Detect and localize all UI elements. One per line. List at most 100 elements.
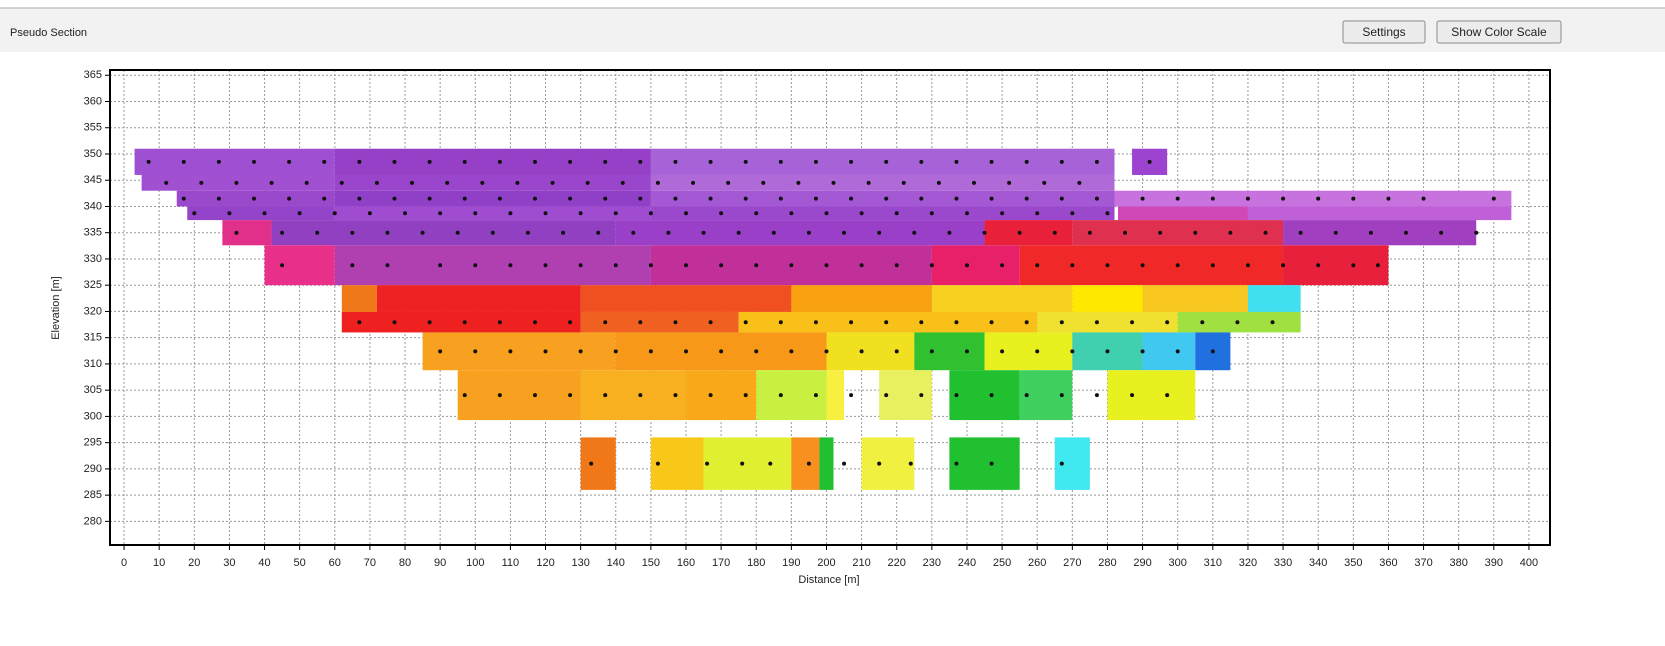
cell: [334, 148, 651, 175]
measure-point: [1094, 320, 1099, 325]
measure-point: [743, 159, 748, 164]
button-label[interactable]: Settings: [1362, 25, 1405, 39]
measure-point: [638, 320, 643, 325]
measure-point: [708, 393, 713, 398]
measure-point: [367, 211, 372, 216]
measure-point: [1105, 211, 1110, 216]
measure-point: [532, 393, 537, 398]
x-tick-label: 160: [677, 557, 695, 569]
button-label[interactable]: Show Color Scale: [1451, 25, 1547, 39]
measure-point: [813, 196, 818, 201]
measure-point: [1158, 230, 1163, 235]
measure-point: [1007, 180, 1012, 185]
x-tick-label: 210: [852, 557, 870, 569]
x-axis-label: Distance [m]: [798, 574, 859, 586]
x-tick-label: 70: [364, 557, 376, 569]
x-tick-label: 60: [329, 557, 341, 569]
measure-point: [192, 211, 197, 216]
cell: [264, 245, 335, 286]
measure-point: [638, 393, 643, 398]
cell: [984, 220, 1073, 246]
cell: [422, 332, 616, 371]
cell: [826, 332, 915, 371]
measure-point: [350, 230, 355, 235]
measure-point: [743, 393, 748, 398]
measure-point: [813, 159, 818, 164]
y-tick-label: 295: [84, 437, 102, 449]
x-tick-label: 310: [1204, 557, 1222, 569]
x-tick-label: 180: [747, 557, 765, 569]
measure-point: [1035, 263, 1040, 268]
measure-point: [455, 230, 460, 235]
y-tick-label: 340: [84, 200, 102, 212]
measure-point: [1210, 349, 1215, 354]
measure-point: [1316, 263, 1321, 268]
measure-point: [252, 159, 256, 164]
measure-point: [497, 159, 502, 164]
measure-point: [1474, 230, 1479, 235]
measure-point: [684, 349, 688, 354]
cell: [1107, 370, 1196, 421]
measure-point: [708, 159, 713, 164]
measure-point: [1105, 263, 1110, 268]
measure-point: [199, 180, 204, 185]
cell: [376, 285, 581, 312]
measure-point: [585, 180, 590, 185]
x-tick-label: 370: [1414, 557, 1432, 569]
measure-point: [972, 180, 976, 185]
y-tick-label: 300: [84, 410, 102, 422]
x-tick-label: 230: [923, 557, 941, 569]
y-tick-label: 355: [84, 122, 102, 134]
measure-point: [691, 180, 696, 185]
measure-point: [550, 180, 555, 185]
measure-point: [385, 230, 390, 235]
settings-button[interactable]: Settings: [1342, 20, 1426, 44]
color-scale-button[interactable]: Show Color Scale: [1436, 20, 1562, 44]
cell: [187, 206, 335, 221]
x-tick-label: 260: [1028, 557, 1046, 569]
measure-point: [1140, 263, 1145, 268]
measure-point: [806, 461, 811, 466]
y-tick-label: 345: [84, 174, 102, 186]
cell: [826, 370, 845, 421]
measure-point: [385, 263, 390, 268]
cell: [271, 220, 616, 246]
measure-point: [1094, 393, 1099, 398]
measure-point: [1228, 230, 1233, 235]
x-tick-label: 190: [782, 557, 800, 569]
cell: [1072, 285, 1143, 312]
measure-point: [1024, 393, 1029, 398]
measure-point: [603, 159, 608, 164]
measure-point: [164, 180, 169, 185]
cell: [457, 370, 581, 421]
measure-point: [374, 180, 379, 185]
measure-point: [473, 349, 478, 354]
cell: [1247, 206, 1512, 221]
measure-point: [666, 230, 671, 235]
measure-point: [655, 180, 660, 185]
measure-point: [1175, 196, 1180, 201]
measure-point: [824, 349, 829, 354]
cell: [861, 437, 915, 490]
measure-point: [216, 196, 221, 201]
measure-point: [778, 159, 783, 164]
measure-point: [701, 230, 706, 235]
measure-point: [1052, 230, 1057, 235]
y-tick-label: 285: [84, 489, 102, 501]
measure-point: [339, 180, 344, 185]
measure-point: [497, 320, 502, 325]
measure-point: [543, 349, 548, 354]
measure-point: [673, 393, 678, 398]
measure-point: [578, 211, 583, 216]
measure-point: [989, 159, 994, 164]
x-tick-label: 20: [188, 557, 200, 569]
measure-point: [919, 159, 924, 164]
measure-point: [490, 230, 495, 235]
x-tick-label: 400: [1520, 557, 1538, 569]
x-tick-label: 350: [1344, 557, 1362, 569]
measure-point: [743, 320, 748, 325]
x-tick-label: 380: [1450, 557, 1468, 569]
panel-title: Pseudo Section: [10, 27, 87, 39]
cell: [334, 245, 651, 286]
x-tick-label: 170: [712, 557, 730, 569]
